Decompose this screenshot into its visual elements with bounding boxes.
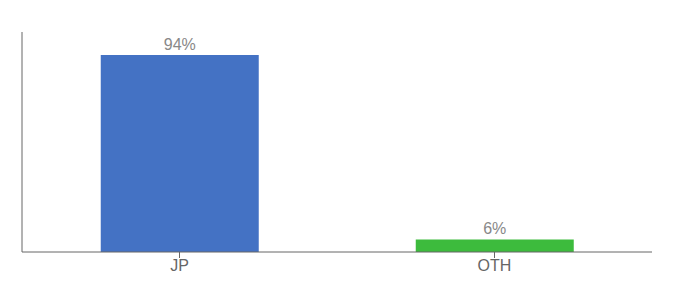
svg-text:6%: 6% [483,220,506,237]
svg-text:94%: 94% [164,36,196,53]
svg-text:OTH: OTH [478,257,512,274]
svg-text:JP: JP [170,257,189,274]
